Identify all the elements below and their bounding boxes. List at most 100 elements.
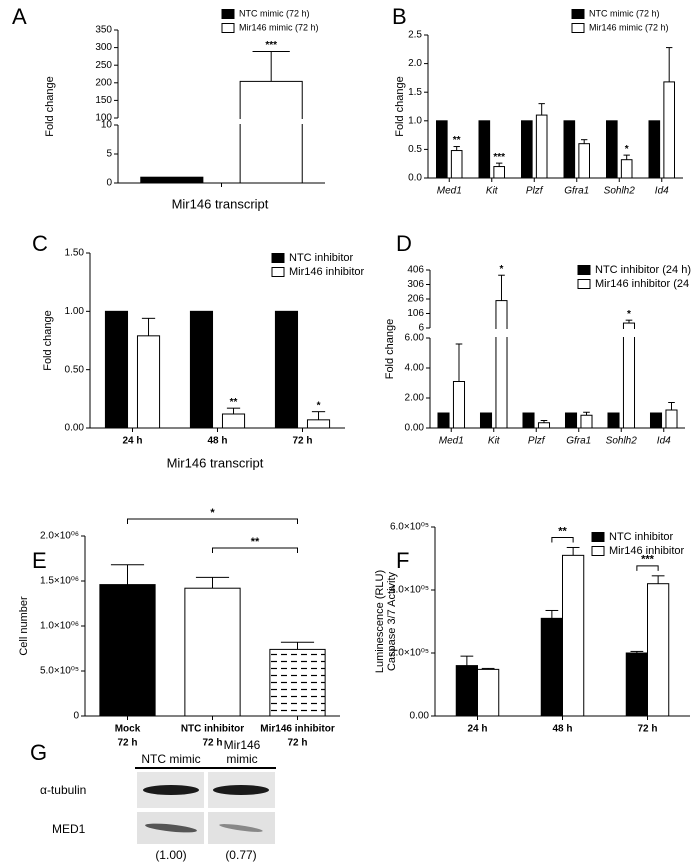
x-tick-label: Med1 (437, 186, 462, 197)
y-tick-label: 350 (95, 25, 112, 36)
blot-band (213, 785, 269, 795)
bar (622, 322, 636, 429)
legend-swatch (591, 546, 605, 556)
bar (274, 310, 299, 429)
y-tick-label: 6.00 (405, 333, 425, 344)
bar (477, 668, 500, 717)
legend-label: NTC mimic (72 h) (239, 8, 310, 18)
y-axis-label: Fold change (44, 76, 56, 137)
x-tick-sublabel: 72 h (202, 738, 222, 749)
legend-label: Mir146 inhibitor (289, 266, 365, 278)
bar (521, 120, 533, 179)
panel-letter: B (392, 4, 407, 29)
y-tick-label: 300 (95, 42, 112, 53)
axis-break (621, 329, 637, 337)
legend-swatch (577, 265, 591, 275)
x-tick-label: 72 h (637, 724, 657, 735)
y-tick-label: 1.5×10⁰⁶ (40, 576, 79, 587)
comparison-bracket (127, 518, 298, 524)
axis-break (238, 119, 305, 124)
bar (537, 422, 551, 429)
legend-label: NTC mimic (72 h) (589, 8, 660, 18)
y-tick-label: 2.0 (408, 58, 422, 69)
y-tick-label: 6 (418, 323, 424, 334)
significance-label: * (625, 144, 629, 155)
legend-swatch (571, 23, 585, 33)
bar (649, 412, 663, 429)
bar (436, 120, 448, 179)
legend-label: NTC inhibitor (609, 531, 674, 543)
x-tick-label: Kit (488, 436, 501, 447)
bar (99, 584, 156, 717)
bar (189, 310, 214, 429)
y-tick-label: 0.00 (65, 423, 85, 434)
y-axis-label: Fold change (384, 319, 396, 380)
legend-label: Mir146 mimic (72 h) (589, 22, 669, 32)
bar (306, 419, 331, 429)
legend-swatch (271, 253, 285, 263)
bar (452, 381, 466, 429)
x-tick-label: 48 h (207, 436, 227, 447)
y-tick-label: 150 (95, 95, 112, 106)
bar (563, 120, 576, 179)
y-axis-label: Fold change (394, 76, 406, 137)
bar (437, 412, 450, 429)
x-tick-sublabel: 72 h (287, 738, 307, 749)
y-tick-label: 406 (407, 265, 424, 276)
comparison-label: *** (641, 554, 655, 566)
y-tick-label: 0.00 (410, 711, 430, 722)
y-tick-label: 0 (73, 711, 79, 722)
x-tick-label: Gfra1 (564, 186, 589, 197)
legend-swatch (577, 279, 591, 289)
x-tick-label: 72 h (292, 436, 312, 447)
bar (562, 554, 585, 717)
y-tick-label: 250 (95, 60, 112, 71)
y-tick-label: 0.5 (408, 144, 422, 155)
bar (184, 587, 241, 717)
panel-letter: C (32, 231, 48, 256)
y-tick-label: 1.0 (408, 115, 422, 126)
legend-swatch (571, 9, 585, 19)
y-tick-label: 10 (101, 120, 113, 131)
y-tick-label: 0.00 (405, 423, 425, 434)
bar (522, 412, 535, 429)
y-tick-label: 100 (95, 113, 112, 124)
legend-label: Mir146 mimic (72 h) (239, 22, 319, 32)
x-tick-label: Gfra1 (566, 436, 591, 447)
y-tick-label: 106 (407, 308, 424, 319)
y-axis-label: Cell number (18, 596, 30, 656)
significance-label: * (500, 264, 504, 275)
x-tick-label: 24 h (467, 724, 487, 735)
panel-letter: A (12, 4, 27, 29)
bar (564, 412, 578, 429)
bar (450, 150, 463, 179)
blot-quantification: (1.00) (155, 848, 187, 862)
x-tick-label: Med1 (439, 436, 464, 447)
y-tick-label: 206 (407, 294, 424, 305)
y-tick-label: 6.0×10⁰⁵ (390, 522, 429, 533)
x-axis-label: Mir146 transcript (172, 196, 269, 211)
y-tick-label: 1.5 (408, 87, 422, 98)
y-tick-label: 0 (106, 178, 112, 189)
bar (607, 412, 620, 429)
y-tick-label: 4.0×10⁰⁵ (390, 585, 429, 596)
panel-letter: E (32, 548, 47, 573)
bar (535, 114, 548, 179)
y-tick-label: 2.0×10⁰⁵ (390, 648, 429, 659)
bar (495, 300, 508, 429)
blot-column-label: Mir146 mimic (223, 738, 261, 766)
legend-swatch (591, 532, 605, 542)
y-axis-label: Luminescence (RLU) (374, 570, 386, 673)
y-tick-label: 4.00 (405, 363, 425, 374)
bar (104, 310, 129, 429)
x-tick-label: Mock (115, 724, 141, 735)
x-tick-sublabel: 72 h (117, 738, 137, 749)
x-tick-label: Mir146 inhibitor (260, 724, 335, 735)
significance-label: ** (453, 135, 461, 146)
y-tick-label: 1.50 (65, 248, 85, 259)
axis-break (493, 329, 510, 337)
x-tick-label: 24 h (122, 436, 142, 447)
y-axis-label: Fold change (42, 310, 54, 371)
